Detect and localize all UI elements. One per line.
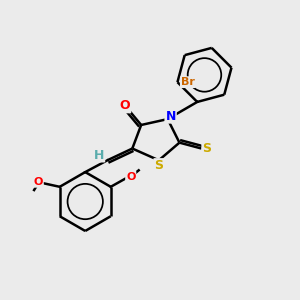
Text: O: O: [126, 172, 135, 182]
Text: S: S: [154, 159, 163, 172]
Text: N: N: [165, 110, 176, 123]
Text: O: O: [34, 177, 43, 187]
Text: H: H: [94, 148, 104, 161]
Text: Br: Br: [181, 77, 195, 87]
Text: S: S: [202, 142, 211, 155]
Text: O: O: [120, 99, 130, 112]
